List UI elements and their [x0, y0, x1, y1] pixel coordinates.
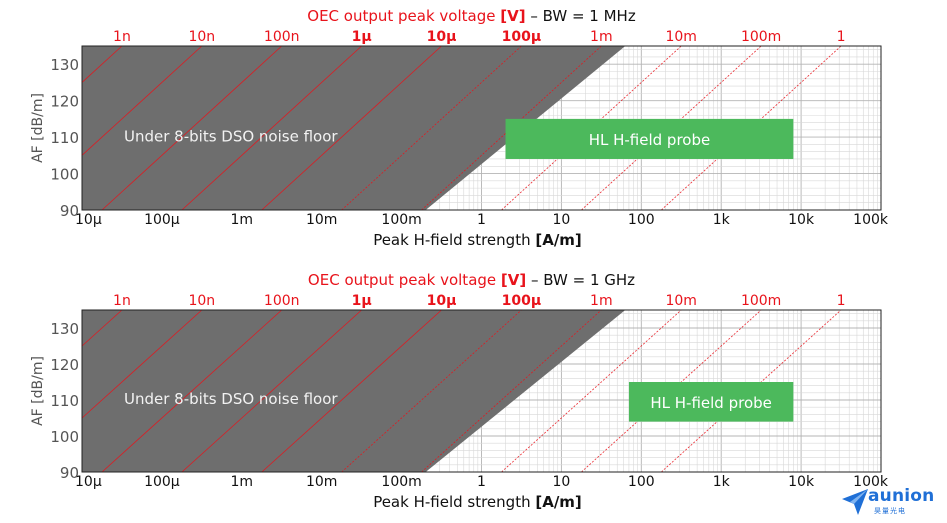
x-tick-label: 1 — [477, 474, 486, 490]
x-axis-label: Peak H-field strength [A/m] — [373, 231, 582, 249]
top-axis-label: 1n — [113, 293, 131, 309]
y-tick-label: 100 — [50, 428, 79, 446]
top-axis-label: 10n — [188, 293, 215, 309]
chart-title: OEC output peak voltage [V] – BW = 1 MHz — [307, 7, 636, 25]
plot-frame — [81, 45, 882, 211]
voltage-line — [82, 310, 123, 347]
top-axis-label: 10μ — [427, 29, 457, 45]
x-tick-label: 10m — [306, 474, 337, 490]
x-tick-label: 100k — [853, 212, 889, 228]
voltage-line — [181, 46, 362, 210]
noise-floor-label: Under 8-bits DSO noise floor — [124, 390, 338, 408]
top-axis-label: 1μ — [352, 29, 372, 45]
x-axis-label: Peak H-field strength [A/m] — [373, 493, 582, 511]
x-tick-label: 1m — [231, 212, 254, 228]
voltage-line — [661, 46, 842, 210]
voltage-line — [341, 310, 522, 472]
voltage-line — [501, 310, 682, 472]
voltage-line — [101, 46, 283, 210]
chart-panel-2: HL H-field probe Under 8-bits DSO noise f… — [30, 271, 889, 511]
top-axis-label: 1 — [837, 29, 846, 45]
y-tick-label: 120 — [50, 93, 79, 111]
top-axis-label: 10μ — [427, 293, 457, 309]
x-tick-label: 100 — [628, 474, 655, 490]
y-tick-label: 90 — [60, 202, 79, 220]
voltage-line — [82, 310, 203, 419]
top-axis-label: 100n — [264, 29, 300, 45]
voltage-line — [501, 46, 682, 210]
x-tick-label: 1 — [477, 212, 486, 228]
y-tick-label: 130 — [50, 56, 79, 74]
probe-region — [628, 382, 794, 422]
y-tick-label: 120 — [50, 356, 79, 374]
x-tick-label: 10k — [788, 474, 815, 490]
top-axis-label: 100μ — [502, 293, 542, 309]
top-axis-label: 100n — [264, 293, 300, 309]
x-tick-label: 100m — [381, 212, 421, 228]
y-tick-label: 110 — [50, 392, 79, 410]
voltage-line — [581, 46, 762, 210]
top-axis-label: 100m — [741, 293, 781, 309]
top-axis-label: 1m — [590, 293, 613, 309]
top-axis-label: 10m — [665, 293, 696, 309]
chart-title: OEC output peak voltage [V] – BW = 1 GHz — [308, 271, 635, 289]
voltage-line — [581, 310, 762, 472]
voltage-line — [261, 310, 442, 472]
probe-region — [505, 118, 794, 159]
x-tick-label: 1k — [713, 212, 731, 228]
top-axis-label: 10n — [188, 29, 215, 45]
x-tick-label: 10k — [788, 212, 815, 228]
plane-arrow-icon — [842, 489, 868, 515]
voltage-line — [661, 310, 842, 472]
x-tick-label: 100μ — [144, 474, 180, 490]
plot-area: HL H-field probe Under 8-bits DSO noise f… — [82, 310, 881, 472]
x-tick-label: 100μ — [144, 212, 180, 228]
plot-frame — [81, 309, 882, 473]
top-axis-label: 100μ — [502, 29, 542, 45]
voltage-line — [101, 310, 283, 472]
voltage-line — [82, 46, 123, 83]
voltage-line — [421, 46, 602, 210]
x-tick-label: 1k — [713, 474, 731, 490]
x-tick-label: 1m — [231, 474, 254, 490]
noise-floor-label: Under 8-bits DSO noise floor — [124, 127, 338, 145]
y-tick-label: 110 — [50, 129, 79, 147]
brand-logo: aunion 昊量光电 — [840, 485, 945, 521]
noise-floor-region — [82, 46, 626, 210]
probe-region-label: HL H-field probe — [650, 394, 772, 412]
voltage-line — [421, 310, 602, 472]
y-tick-label: 90 — [60, 464, 79, 482]
x-tick-label: 10 — [552, 474, 570, 490]
x-tick-label: 10m — [306, 212, 337, 228]
top-axis-label: 1n — [113, 29, 131, 45]
x-tick-label: 100m — [381, 474, 421, 490]
noise-floor-region — [82, 310, 626, 472]
top-axis-label: 1μ — [352, 293, 372, 309]
x-tick-label: 10μ — [75, 474, 102, 490]
voltage-line — [341, 46, 522, 210]
top-axis-label: 10m — [665, 29, 696, 45]
top-axis-label: 1m — [590, 29, 613, 45]
top-axis-label: 100m — [741, 29, 781, 45]
y-axis-label: AF [dB/m] — [30, 93, 46, 163]
voltage-line — [82, 46, 203, 156]
voltage-line — [261, 46, 442, 210]
plot-area: HL H-field probe Under 8-bits DSO noise f… — [82, 46, 881, 210]
top-axis-label: 1 — [837, 293, 846, 309]
x-tick-label: 10 — [552, 212, 570, 228]
y-tick-label: 130 — [50, 320, 79, 338]
x-tick-label: 100 — [628, 212, 655, 228]
x-tick-label: 100k — [853, 474, 889, 490]
y-axis-label: AF [dB/m] — [30, 356, 46, 426]
logo-text: aunion — [868, 486, 935, 506]
voltage-line — [181, 310, 362, 472]
logo-subtext: 昊量光电 — [874, 507, 906, 515]
x-tick-label: 10μ — [75, 212, 102, 228]
chart-panel-1: HL H-field probe Under 8-bits DSO noise f… — [30, 7, 889, 249]
y-tick-label: 100 — [50, 166, 79, 184]
probe-region-label: HL H-field probe — [589, 131, 711, 149]
